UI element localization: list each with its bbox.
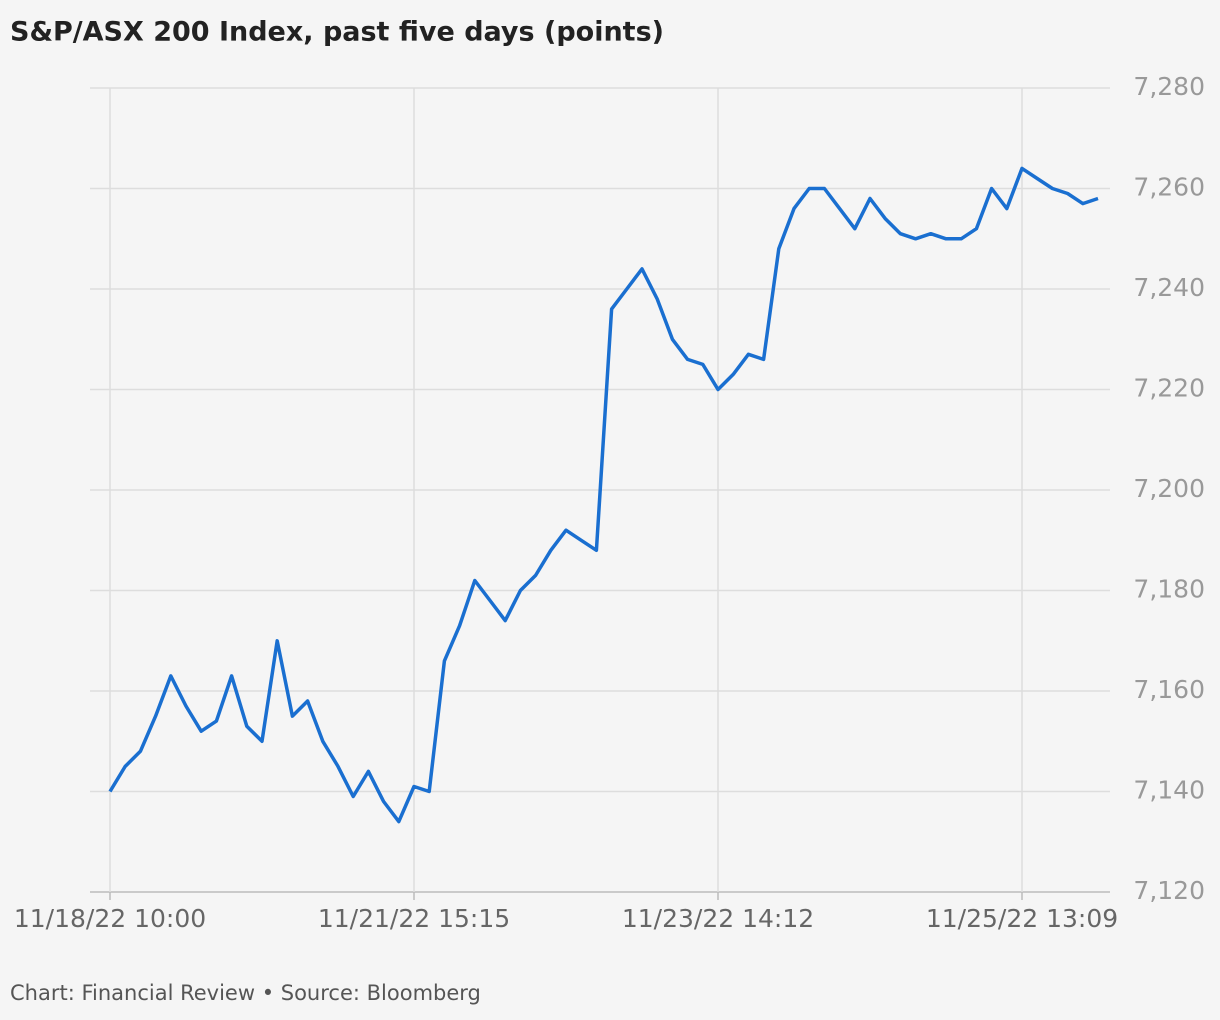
y-tick-label: 7,180 xyxy=(1133,575,1205,604)
y-tick-label: 7,260 xyxy=(1133,173,1205,202)
y-tick-label: 7,280 xyxy=(1133,72,1205,101)
y-tick-label: 7,160 xyxy=(1133,675,1205,704)
x-tick-label: 11/25/22 13:09 xyxy=(926,904,1118,933)
line xyxy=(108,166,1099,824)
y-tick-label: 7,240 xyxy=(1133,273,1205,302)
x-tick-label: 11/18/22 10:00 xyxy=(14,904,206,933)
y-tick-label: 7,120 xyxy=(1133,876,1205,905)
y-tick-label: 7,200 xyxy=(1133,474,1205,503)
chart-title: S&P/ASX 200 Index, past five days (point… xyxy=(10,17,664,48)
x-tick-label: 11/23/22 14:12 xyxy=(622,904,814,933)
x-tick-label: 11/21/22 15:15 xyxy=(318,904,510,933)
footnote: Chart: Financial Review • Source: Bloomb… xyxy=(10,981,481,1005)
y-tick-label: 7,220 xyxy=(1133,374,1205,403)
y-tick-label: 7,140 xyxy=(1133,776,1205,805)
